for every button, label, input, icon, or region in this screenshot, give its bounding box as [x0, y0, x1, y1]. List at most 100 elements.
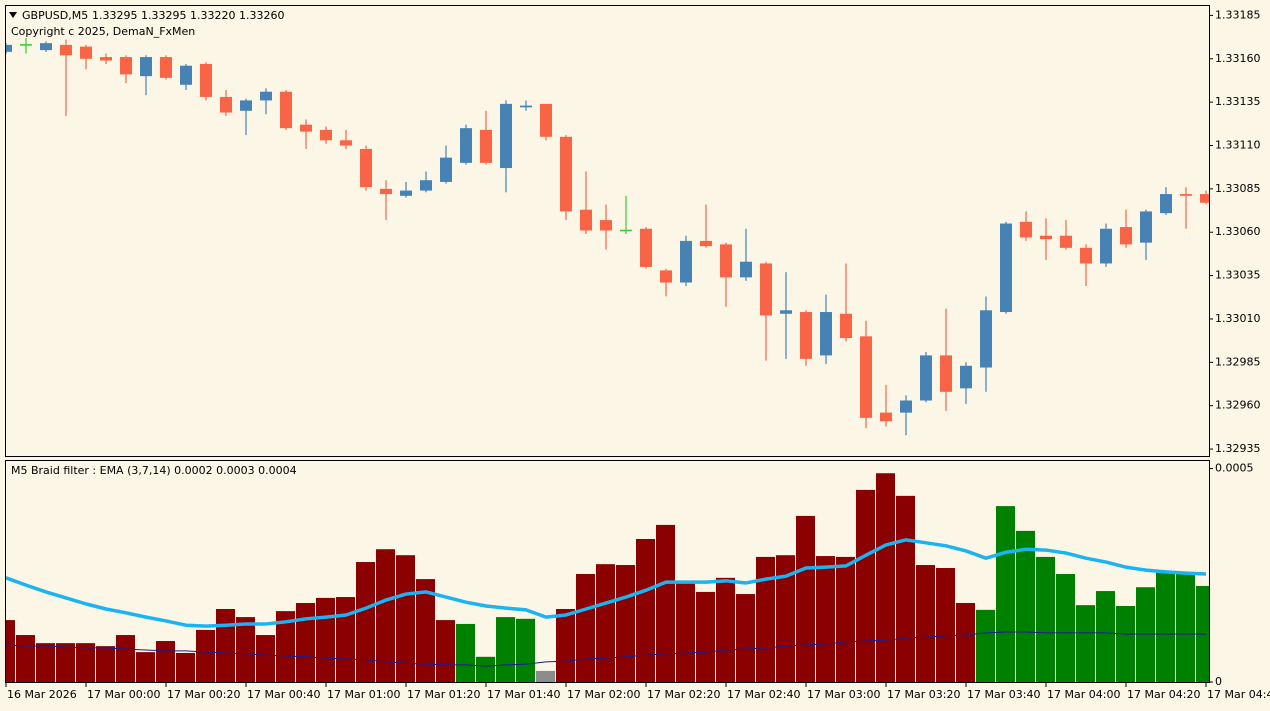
histogram-bar — [556, 608, 575, 682]
histogram-bar — [916, 565, 935, 682]
candle-body — [460, 128, 472, 163]
x-tick-label: 17 Mar 02:40 — [727, 688, 800, 701]
candle-body — [480, 129, 492, 163]
histogram-bar — [316, 597, 335, 682]
y-tick-label: 1.33010 — [1215, 312, 1261, 325]
candle-body — [1040, 235, 1052, 240]
histogram-bar — [676, 580, 695, 682]
histogram-bar — [596, 564, 615, 682]
candle-body — [1000, 223, 1012, 313]
histogram-bar — [816, 556, 835, 682]
candle-body — [120, 57, 132, 75]
histogram-bar — [576, 573, 595, 682]
candle-body — [400, 190, 412, 196]
histogram-bar — [636, 538, 655, 682]
candle-body — [160, 57, 172, 78]
candle-body — [660, 270, 672, 283]
candle-body — [40, 43, 52, 51]
histogram-bar — [136, 652, 155, 682]
y-tick-label: 1.32935 — [1215, 442, 1261, 455]
histogram-bar — [696, 591, 715, 682]
symbol-title: GBPUSD,M5 — [22, 9, 88, 22]
x-tick-label: 17 Mar 02:20 — [647, 688, 720, 701]
histogram-bar — [776, 555, 795, 682]
histogram-bar — [156, 641, 175, 682]
candle-body — [1020, 221, 1032, 238]
histogram-bar — [236, 617, 255, 682]
histogram-bar — [1156, 571, 1175, 682]
y-tick-label: 1.33160 — [1215, 52, 1261, 65]
x-tick-label: 17 Mar 01:40 — [487, 688, 560, 701]
candle-body — [540, 103, 552, 137]
y-tick-label: 1.32985 — [1215, 355, 1261, 368]
histogram-bar — [456, 623, 475, 682]
candle-body — [640, 228, 652, 267]
histogram-bar — [336, 597, 355, 682]
candle-body — [680, 240, 692, 283]
candle-body — [1180, 194, 1192, 196]
y-tick-label: 1.33185 — [1215, 8, 1261, 21]
histogram-bar — [1056, 573, 1075, 682]
histogram-bar — [616, 565, 635, 682]
histogram-bar — [296, 603, 315, 682]
histogram-bar — [6, 620, 15, 682]
histogram-bar — [956, 603, 975, 682]
y-tick-label: 1.33110 — [1215, 139, 1261, 152]
histogram-bar — [876, 473, 895, 682]
candle-body — [1100, 228, 1112, 264]
indicator-line — [6, 631, 1206, 667]
histogram-bar — [996, 506, 1015, 682]
histogram-bar — [756, 556, 775, 682]
histogram-bar — [716, 577, 735, 682]
x-tick-label: 17 Mar 03:20 — [887, 688, 960, 701]
histogram-bar — [736, 594, 755, 682]
candle-body — [820, 312, 832, 356]
y-tick-label: 0.0005 — [1215, 462, 1254, 475]
candle-body — [1080, 247, 1092, 264]
candle-body — [600, 220, 612, 231]
candle-body — [200, 63, 212, 97]
candle-body — [380, 188, 392, 195]
histogram-bar — [1036, 556, 1055, 682]
histogram-bar — [256, 635, 275, 682]
histogram-bar — [216, 608, 235, 682]
histogram-bar — [16, 635, 35, 682]
indicator-title: M5 Braid filter : EMA (3,7,14) 0.0002 0.… — [11, 464, 297, 477]
x-tick-label: 17 Mar 02:00 — [567, 688, 640, 701]
candle-body — [520, 105, 532, 108]
histogram-bar — [96, 646, 115, 682]
histogram-bar — [396, 555, 415, 682]
histogram-bar — [796, 515, 815, 682]
histogram-bar — [976, 609, 995, 682]
x-tick-label: 17 Mar 04:20 — [1127, 688, 1200, 701]
histogram-bar — [1096, 591, 1115, 682]
menu-arrow[interactable] — [9, 12, 17, 18]
y-tick-label: 1.33060 — [1215, 225, 1261, 238]
x-tick-label: 17 Mar 03:40 — [967, 688, 1040, 701]
candle-body — [60, 44, 72, 56]
candle-body — [280, 91, 292, 129]
candle-body — [320, 129, 332, 141]
histogram-bar — [896, 495, 915, 682]
histogram-bar — [516, 618, 535, 682]
candle-body — [1060, 235, 1072, 248]
candle-body — [940, 355, 952, 392]
indicator-plot — [6, 473, 1209, 682]
y-tick-label: 1.33035 — [1215, 269, 1261, 282]
indicator-line — [6, 538, 1207, 628]
candle-body — [760, 263, 772, 316]
histogram-bar — [1076, 605, 1095, 682]
candle-body — [440, 157, 452, 182]
candle-body — [880, 412, 892, 422]
x-tick-label: 17 Mar 00:20 — [167, 688, 240, 701]
histogram-bar — [416, 579, 435, 682]
candle-body — [500, 103, 512, 169]
candle-body — [700, 240, 712, 247]
candle-body — [1120, 227, 1132, 245]
candle-body — [920, 355, 932, 401]
candle-body — [800, 312, 812, 359]
candle-body — [580, 209, 592, 231]
candle-body — [220, 96, 232, 113]
histogram-bar — [116, 635, 135, 682]
